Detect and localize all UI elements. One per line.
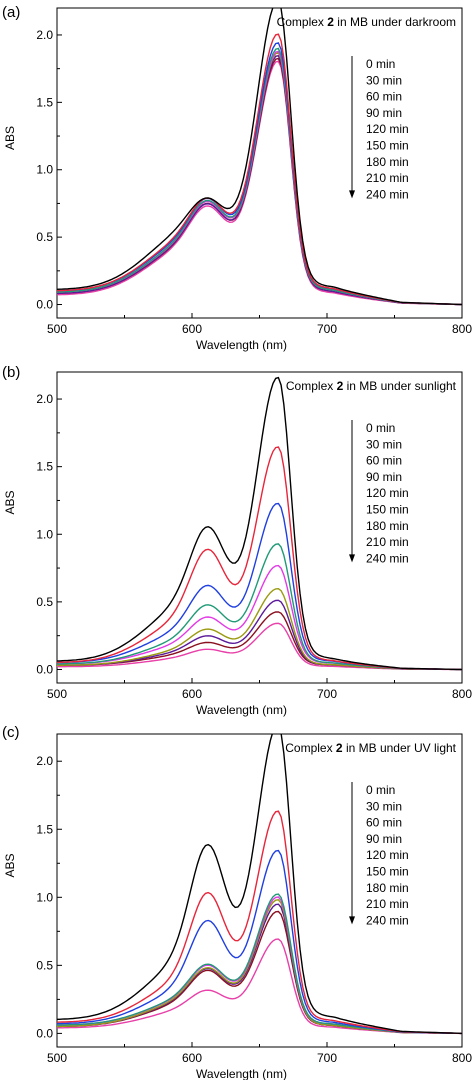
x-tick-label: 700	[317, 687, 337, 701]
x-tick-label: 500	[47, 1051, 67, 1065]
x-tick-label: 500	[47, 322, 67, 336]
y-axis-title: ABS	[3, 126, 17, 150]
legend-entry: 240 min	[366, 187, 409, 201]
chart-panel-c: (c) 500 600 700 800 0.0 0.5 1.0 1.5 2.0 Wavelength…	[2, 724, 472, 1080]
y-tick-label: 2.0	[36, 392, 53, 406]
panel-label: (a)	[2, 4, 20, 21]
legend-entry: 120 min	[366, 486, 409, 500]
x-tick-label: 700	[317, 322, 337, 336]
legend-entry: 60 min	[366, 454, 402, 468]
x-tick-label: 800	[452, 687, 472, 701]
y-tick-label: 0.5	[36, 230, 53, 244]
chart-panel-b: (b) 500 600 700 800 0.0 0.5 1.0 1.5 2.0 Wavelength…	[2, 364, 472, 717]
x-tick-label: 700	[317, 1051, 337, 1065]
y-tick-label: 0.0	[36, 298, 53, 312]
x-tick-label: 600	[182, 687, 202, 701]
series-lines	[57, 734, 462, 1035]
y-tick-label: 0.0	[36, 1026, 53, 1040]
legend-entry: 180 min	[366, 519, 409, 533]
legend-entry: 180 min	[366, 155, 409, 169]
x-tick-label: 600	[182, 322, 202, 336]
x-tick-label: 600	[182, 1051, 202, 1065]
legend-entry: 0 min	[366, 421, 395, 435]
y-axis-title: ABS	[3, 853, 17, 877]
y-tick-label: 1.5	[36, 822, 53, 836]
chart-panel-a: (a) 500 600 700 800 0.0 0.5 1.0 1.5 2.0 Wavelength…	[2, 4, 472, 352]
legend-entry: 30 min	[366, 73, 402, 87]
y-tick-label: 0.5	[36, 595, 53, 609]
legend-entry: 90 min	[366, 106, 402, 120]
y-tick-label: 2.0	[36, 754, 53, 768]
series-line-210-min	[57, 611, 462, 671]
x-axis-title: Wavelength (nm)	[196, 703, 287, 717]
chart-title: Complex 2 in MB under darkroom	[277, 15, 456, 29]
x-axis-title: Wavelength (nm)	[196, 338, 287, 352]
y-tick-label: 1.5	[36, 460, 53, 474]
y-axis-title: ABS	[3, 490, 17, 514]
legend-entry: 210 min	[366, 897, 409, 911]
x-tick-label: 500	[47, 687, 67, 701]
legend-entry: 180 min	[366, 881, 409, 895]
panel-label: (c)	[2, 724, 20, 741]
y-tick-label: 1.0	[36, 527, 53, 541]
legend-entry: 0 min	[366, 57, 395, 71]
legend-entry: 240 min	[366, 913, 409, 927]
y-tick-label: 0.5	[36, 958, 53, 972]
legend-entry: 30 min	[366, 799, 402, 813]
x-tick-label: 800	[452, 322, 472, 336]
series-line-0-min	[57, 376, 462, 671]
chart-title: Complex 2 in MB under sunlight	[286, 379, 457, 393]
legend-entry: 30 min	[366, 437, 402, 451]
legend-entry: 90 min	[366, 470, 402, 484]
legend-entry: 210 min	[366, 171, 409, 185]
legend-entry: 120 min	[366, 122, 409, 136]
legend-entry: 240 min	[366, 551, 409, 565]
legend-entry: 210 min	[366, 535, 409, 549]
legend-entry: 90 min	[366, 832, 402, 846]
y-tick-label: 1.0	[36, 890, 53, 904]
y-tick-label: 1.5	[36, 95, 53, 109]
legend-entry: 150 min	[366, 865, 409, 879]
y-tick-label: 1.0	[36, 163, 53, 177]
arrow-down-icon	[349, 190, 355, 199]
x-axis-title: Wavelength (nm)	[196, 1067, 287, 1080]
series-line-150-min	[57, 587, 462, 671]
legend-entry: 0 min	[366, 783, 395, 797]
x-tick-label: 800	[452, 1051, 472, 1065]
legend-entry: 150 min	[366, 503, 409, 517]
series-line-0-min	[57, 734, 462, 1035]
legend-entry: 120 min	[366, 848, 409, 862]
y-tick-label: 0.0	[36, 662, 53, 676]
y-tick-label: 2.0	[36, 28, 53, 42]
series-lines	[57, 376, 462, 671]
arrow-down-icon	[349, 554, 355, 563]
chart-title: Complex 2 in MB under UV light	[285, 741, 456, 755]
legend-entry: 60 min	[366, 816, 402, 830]
legend-entry: 150 min	[366, 139, 409, 153]
panel-label: (b)	[2, 364, 20, 381]
legend-entry: 60 min	[366, 90, 402, 104]
series-line-0-min	[57, 8, 462, 306]
arrow-down-icon	[349, 916, 355, 925]
series-lines	[57, 8, 462, 306]
